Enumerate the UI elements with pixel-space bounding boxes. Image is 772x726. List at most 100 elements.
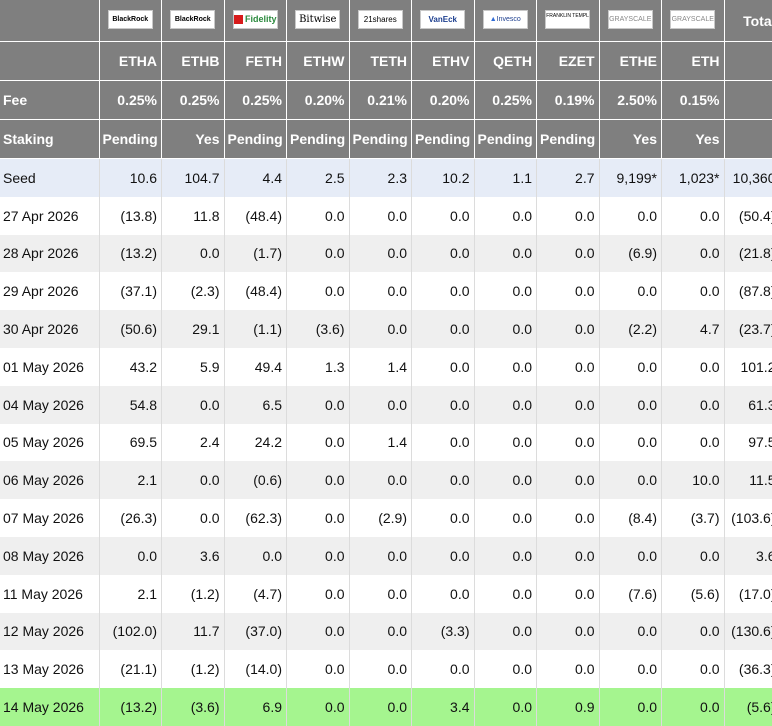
flow-cell: (21.1) [99,650,162,689]
table-row: 12 May 2026 (102.0) 11.7 (37.0) 0.0 0.0 (3.3) 0… [0,612,772,651]
flow-cell: 0.0 [474,272,537,311]
ticker-cell: EZET [536,41,600,81]
table-row: 04 May 2026 54.8 0.0 6.5 0.0 0.0 0.0 0.0 0.0 0.0 0… [0,385,772,424]
logo-cell: Fidelity [224,0,287,42]
flow-cell: 0.0 [536,272,600,311]
flow-cell: 49.4 [224,347,287,386]
table-row: 05 May 2026 69.5 2.4 24.2 0.0 1.4 0.0 0.0 0.0 0.0… [0,423,772,462]
flow-cell: 0.0 [661,347,725,386]
total-cell: 11.5 [724,461,772,500]
staking-cell: Pending [349,119,412,159]
logo-text: Bitwise [299,13,337,25]
table-row: 13 May 2026 (21.1) (1.2) (14.0) 0.0 0.0 0.0 0.0… [0,650,772,689]
flow-cell: 2.4 [161,423,225,462]
fee-cell: 0.21% [349,80,412,120]
table-row: 30 Apr 2026 (50.6) 29.1 (1.1) (3.6) 0.0 0.0 0.0… [0,310,772,348]
flow-cell: (3.6) [161,688,225,726]
total-cell: (50.4) [724,196,772,235]
flow-cell: 0.0 [599,196,662,235]
flow-cell: 0.0 [411,650,475,689]
flow-cell: 10.2 [411,158,475,197]
logo-cell: GRAYSCALE [599,0,662,42]
flow-cell: 0.0 [286,536,350,575]
fee-cell: 0.20% [411,80,475,120]
flow-cell: 0.0 [411,461,475,500]
flow-cell: 0.0 [661,536,725,575]
ticker-cell: TETH [349,41,412,81]
total-header-blank [724,119,772,159]
flow-cell: 0.0 [411,385,475,424]
seed-row: Seed 10.6 104.7 4.4 2.5 2.3 10.2 1.1 2.7 9,199* 1,… [0,158,772,197]
staking-cell: Pending [411,119,475,159]
table-header: BlackRock BlackRock Fidelity Bitwise 21share… [0,0,772,159]
fee-cell: 0.19% [536,80,600,120]
flow-cell: 3.4 [411,688,475,726]
flow-cell: (14.0) [224,650,287,689]
seed-label: Seed [0,158,100,197]
flow-cell: 0.0 [286,272,350,311]
flow-cell: 0.0 [536,612,600,651]
logo-text: FRANKLIN TEMPLETON [546,12,589,19]
flow-cell: 24.2 [224,423,287,462]
total-header: Total [724,0,772,42]
date-cell: 13 May 2026 [0,650,100,689]
flow-cell: (1.2) [161,650,225,689]
total-header-blank [724,41,772,81]
flow-cell: 1.1 [474,158,537,197]
table-row: 27 Apr 2026 (13.8) 11.8 (48.4) 0.0 0.0 0.0 0.0 0… [0,196,772,235]
date-cell: 06 May 2026 [0,461,100,500]
staking-label: Staking [0,119,100,159]
fee-label: Fee [0,80,100,120]
flow-cell: 0.0 [599,536,662,575]
fidelity-mark-icon [233,14,243,24]
flow-cell: (7.6) [599,574,662,613]
flow-cell: 0.0 [286,461,350,500]
flow-cell: 0.0 [536,499,600,537]
flow-cell: (26.3) [99,499,162,537]
flow-cell: 3.6 [161,536,225,575]
flow-cell: 0.0 [474,234,537,273]
flow-cell: 0.0 [286,196,350,235]
flow-cell: 0.0 [474,650,537,689]
grayscale-logo: GRAYSCALE [607,9,653,29]
flow-cell: (1.1) [224,310,287,348]
flow-cell: 2.3 [349,158,412,197]
flow-cell: 0.0 [411,196,475,235]
corner-cell [0,0,100,42]
flow-cell: (13.2) [99,688,162,726]
logo-cell: GRAYSCALE [661,0,725,42]
logo-cell: BlackRock [161,0,225,42]
logo-text: BlackRock [174,15,211,23]
logo-cell: FRANKLIN TEMPLETON [536,0,600,42]
21shares-logo: 21shares [357,9,403,29]
date-cell: 07 May 2026 [0,499,100,537]
date-cell: 11 May 2026 [0,574,100,613]
flow-cell: 0.0 [224,536,287,575]
flow-cell: (6.9) [599,234,662,273]
invesco-logo: ▲Invesco [482,9,528,29]
date-cell: 12 May 2026 [0,612,100,651]
flow-cell: 0.0 [349,650,412,689]
date-cell: 28 Apr 2026 [0,234,100,273]
flow-cell: (50.6) [99,310,162,348]
flow-cell: 0.0 [536,385,600,424]
table-row: 01 May 2026 43.2 5.9 49.4 1.3 1.4 0.0 0.0 0.0 0.0… [0,347,772,386]
flow-cell: 0.0 [536,234,600,273]
flow-cell: 0.0 [474,461,537,500]
flow-cell: 0.0 [474,347,537,386]
staking-row: Staking Pending Yes Pending Pending Pending P… [0,119,772,159]
flow-cell: 43.2 [99,347,162,386]
flow-cell: 0.0 [536,461,600,500]
flow-cell: (3.3) [411,612,475,651]
flow-cell: 0.0 [474,688,537,726]
date-cell: 14 May 2026 [0,688,100,726]
table-row: 29 Apr 2026 (37.1) (2.3) (48.4) 0.0 0.0 0.0 0.0… [0,272,772,311]
flow-cell: 0.0 [474,612,537,651]
flow-cell: 54.8 [99,385,162,424]
flow-cell: 0.0 [661,688,725,726]
blackrock-logo: BlackRock [107,9,153,29]
flow-cell: 0.0 [161,385,225,424]
flow-cell: 0.0 [661,196,725,235]
blackrock-logo: BlackRock [170,9,216,29]
table-row: 14 May 2026 (13.2) (3.6) 6.9 0.0 0.0 3.4 0.0 0.9… [0,688,772,726]
